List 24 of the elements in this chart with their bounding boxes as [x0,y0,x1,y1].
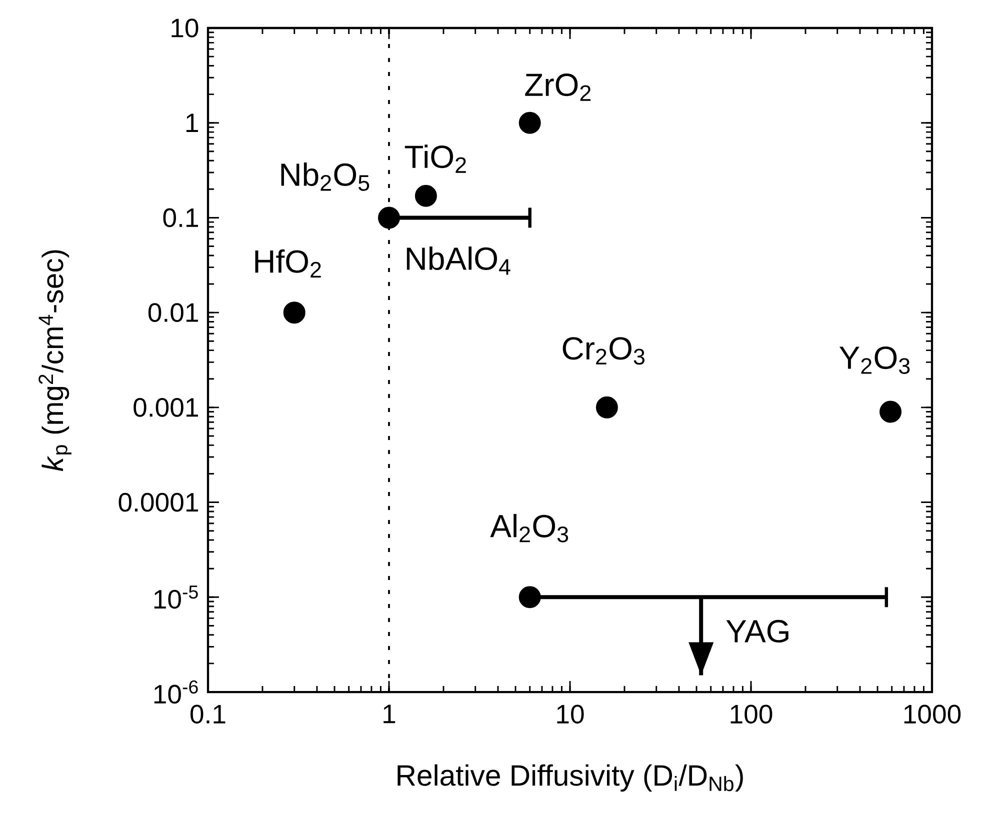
annotation: Al$_{2}$O$_{3}$ [490,514,568,542]
x-tick-label: 0.1 [190,704,226,724]
series-label: YAG [726,620,788,643]
annotation: Cr$_{2}$O$_{3}$ [562,337,644,365]
y-tick-label: 10$^{-6}$ [154,680,198,704]
x-tick-label: 100 [730,704,772,724]
x-tick-label: 1000 [904,704,961,724]
y-tick-label: 10$^{-5}$ [154,586,198,609]
y-axis-title: k$_{p}$ (mg$^{2}$/cm$^{4}$-sec) [38,250,72,472]
x-tick-label: 1 [384,704,396,724]
annotation: Nb$_{2}$O$_{5}$ [281,162,370,191]
y-tick-label: 0.001 [134,398,198,417]
y-tick-label: 1 [186,114,198,132]
annotation: HfO$_{2}$ [255,249,321,278]
annotation: ZrO$_{2}$ [525,74,591,101]
annotation: Y$_{2}$O$_{3}$ [840,346,910,374]
y-tick-label: 10 [172,18,198,38]
x-tick-label: 10 [557,704,584,724]
annotation: TiO$_{2}$ [404,144,466,173]
y-tick-label: 0.01 [148,303,198,322]
annotation: NbAlO$_{4}$ [406,246,510,275]
x-axis-title: Relative Diffusivity (D$_{i}$/D$_{Nb}$) [398,764,743,792]
y-tick-label: 0.0001 [118,492,198,512]
y-tick-label: 0.1 [163,208,198,228]
